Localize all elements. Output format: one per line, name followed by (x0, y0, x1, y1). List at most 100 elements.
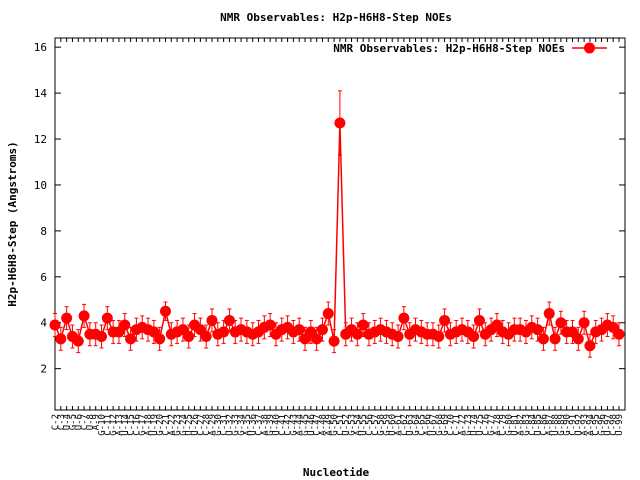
x-tick-label: G-33 (231, 414, 241, 436)
x-tick-label: C-57 (371, 414, 381, 436)
x-tick-label: U-46 (307, 414, 317, 436)
x-tick-label: G-77 (487, 414, 497, 436)
y-tick-label: 14 (34, 87, 48, 100)
x-tick-label: G-90 (563, 414, 573, 436)
chart-title: NMR Observables: H2p-H6H8-Step NOEs (220, 11, 452, 24)
x-tick-label: U-6 (74, 414, 84, 430)
x-tick-label: C-27 (196, 414, 206, 436)
x-tick-label: C-70 (446, 414, 456, 436)
data-point (439, 314, 451, 326)
x-tick-label: A-29 (208, 414, 218, 436)
x-tick-label: G-20 (156, 414, 166, 436)
x-tick-label: A-13 (115, 414, 125, 436)
x-tick-label: C-42 (284, 414, 294, 436)
x-tick-label: G-59 (382, 414, 392, 436)
x-tick-label: G-83 (522, 414, 532, 436)
x-tick-label: U-75 (475, 414, 485, 436)
data-point (125, 333, 137, 345)
data-point (223, 314, 235, 326)
data-point (49, 319, 61, 331)
x-tick-label: C-62 (400, 414, 410, 436)
x-tick-label: C-98 (609, 414, 619, 436)
x-tick-label: U-4 (63, 414, 73, 430)
x-tick-label: U-63 (406, 414, 416, 436)
x-tick-label: A-66 (423, 414, 433, 436)
data-point (572, 333, 584, 345)
data-point (328, 335, 340, 347)
x-tick-label: U-32 (225, 414, 235, 436)
x-tick-label: G-50 (330, 414, 340, 436)
x-tick-label: C-41 (278, 414, 288, 436)
y-tick-label: 4 (40, 317, 47, 330)
x-tick-label: G-30 (214, 414, 224, 436)
x-tick-label: C-47 (313, 414, 323, 436)
x-tick-label: C-65 (417, 414, 427, 436)
x-tick-label: U-67 (429, 414, 439, 436)
data-point (264, 319, 276, 331)
x-tick-label: A-48 (318, 414, 328, 436)
x-tick-label: U-60 (388, 414, 398, 436)
data-point (200, 331, 212, 343)
x-tick-label: G-68 (435, 414, 445, 436)
x-tick-label: U-52 (342, 414, 352, 436)
x-tick-label: U-81 (510, 414, 520, 436)
x-tick-label: U-88 (551, 414, 561, 436)
x-tick-label: G-23 (173, 414, 183, 436)
x-tick-label: A-44 (295, 414, 305, 436)
x-tick-label: U-25 (185, 414, 195, 436)
data-point (159, 305, 171, 317)
x-tick-label: G-17 (138, 414, 148, 436)
x-tick-label: U-99 (615, 414, 625, 436)
data-point (316, 324, 328, 336)
data-point (293, 324, 305, 336)
data-point (473, 314, 485, 326)
x-tick-label: U-40 (272, 414, 282, 436)
x-tick-label: C-21 (161, 414, 171, 436)
x-tick-label: U-97 (603, 414, 613, 436)
legend-marker (584, 42, 595, 54)
x-tick-label: G-58 (377, 414, 387, 436)
x-tick-label: U-85 (534, 414, 544, 436)
x-tick-label: C-76 (481, 414, 491, 436)
data-point (613, 328, 625, 340)
x-tick-label: A-82 (516, 414, 526, 436)
x-tick-label: A-61 (394, 414, 404, 436)
data-point (392, 331, 404, 343)
x-tick-label: G-64 (411, 414, 421, 436)
data-point (398, 312, 410, 324)
data-point (532, 324, 544, 336)
x-tick-label: C-79 (499, 414, 509, 436)
y-tick-label: 12 (34, 133, 47, 146)
data-point (543, 308, 555, 320)
x-tick-label: A-94 (586, 414, 596, 436)
data-point (311, 333, 323, 345)
y-tick-label: 6 (40, 271, 47, 284)
data-point (537, 333, 549, 345)
data-point (206, 314, 218, 326)
data-point (61, 312, 73, 324)
x-tick-label: G-80 (505, 414, 515, 436)
x-tick-label: G-53 (348, 414, 358, 436)
x-tick-label: C-51 (336, 414, 346, 436)
data-point (218, 326, 230, 338)
y-tick-label: 8 (40, 225, 47, 238)
x-tick-label: G-10 (98, 414, 108, 436)
x-tick-label: A-18 (144, 414, 154, 436)
x-tick-label: C-16 (132, 414, 142, 436)
legend-label: NMR Observables: H2p-H6H8-Step NOEs (333, 42, 565, 55)
x-tick-label: C-15 (127, 414, 137, 436)
data-point (154, 333, 166, 345)
x-tick-label: G-45 (301, 414, 311, 436)
data-point (549, 333, 561, 345)
x-tick-label: A-78 (493, 414, 503, 436)
x-tick-label: C-84 (528, 414, 538, 436)
x-tick-label: C-86 (539, 414, 549, 436)
data-point (584, 340, 596, 352)
data-point (78, 310, 90, 322)
x-tick-label: A-22 (167, 414, 177, 436)
x-tick-label: U-55 (359, 414, 369, 436)
x-tick-label: G-96 (598, 414, 608, 436)
